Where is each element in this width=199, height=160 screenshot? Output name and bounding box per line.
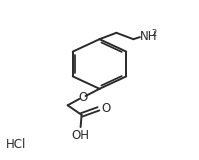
Text: HCl: HCl — [6, 138, 26, 151]
Text: O: O — [78, 91, 87, 104]
Text: OH: OH — [72, 129, 90, 142]
Text: O: O — [101, 102, 110, 115]
Text: NH: NH — [140, 30, 158, 43]
Text: 2: 2 — [152, 29, 157, 38]
